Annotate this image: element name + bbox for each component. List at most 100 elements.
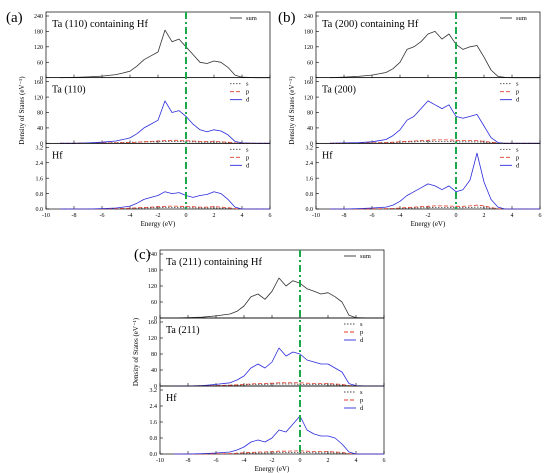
y-tick-label: 180 xyxy=(304,30,313,36)
x-tick-label: 0 xyxy=(455,213,458,219)
series-line-sum xyxy=(173,277,384,319)
legend-label: p xyxy=(246,154,249,161)
series-line-d xyxy=(60,191,270,210)
x-tick-label: 4 xyxy=(241,213,244,219)
panel-letter: (c) xyxy=(134,247,151,263)
y-tick-label: 160 xyxy=(304,80,313,86)
legend-label: sum xyxy=(360,253,371,260)
legend-label: s xyxy=(360,321,363,328)
x-tick-label: 2 xyxy=(213,213,216,219)
y-tick-label: 120 xyxy=(34,45,43,51)
x-tick-label: 4 xyxy=(511,213,514,219)
y-tick-label: 180 xyxy=(34,30,43,36)
y-tick-label: 0.8 xyxy=(150,436,158,442)
y-tick-label: 1.6 xyxy=(306,176,314,182)
x-tick-label: -2 xyxy=(270,458,275,464)
subplot-title: Ta (200) containing Hf xyxy=(322,19,419,30)
subplot-title: Hf xyxy=(322,150,333,161)
x-tick-label: -8 xyxy=(186,458,191,464)
legend-label: s xyxy=(246,146,249,153)
x-tick-label: -10 xyxy=(156,458,164,464)
y-tick-label: 0 xyxy=(154,384,157,390)
y-tick-label: 120 xyxy=(304,95,313,101)
x-tick-label: 6 xyxy=(383,458,386,464)
y-tick-label: 120 xyxy=(148,336,157,342)
x-tick-label: 4 xyxy=(355,458,358,464)
y-tick-label: 0.0 xyxy=(306,207,314,213)
y-tick-label: 240 xyxy=(34,14,43,20)
y-tick-label: 3.2 xyxy=(306,146,314,152)
series-line-d xyxy=(330,152,540,210)
legend-label: p xyxy=(360,397,363,404)
x-axis-label: Energy (eV) xyxy=(411,220,446,228)
y-tick-label: 240 xyxy=(304,14,313,20)
y-tick-label: 0 xyxy=(310,76,313,82)
y-tick-label: 2.4 xyxy=(306,161,314,167)
x-tick-label: -2 xyxy=(156,213,161,219)
y-tick-label: 2.4 xyxy=(150,404,158,410)
y-tick-label: 80 xyxy=(151,352,157,358)
legend-label: p xyxy=(516,154,519,161)
subplot-title: Ta (211) xyxy=(166,325,200,336)
subplot-title: Ta (211) containing Hf xyxy=(166,257,262,268)
legend-label: d xyxy=(360,337,364,344)
x-tick-label: -10 xyxy=(42,213,50,219)
x-tick-label: -4 xyxy=(128,213,133,219)
legend-label: p xyxy=(516,89,519,96)
y-tick-label: 40 xyxy=(151,368,157,374)
series-line-d xyxy=(174,347,384,387)
subplot-frame xyxy=(315,142,541,210)
x-tick-label: 6 xyxy=(269,213,272,219)
y-tick-label: 60 xyxy=(151,300,157,306)
y-tick-label: 0 xyxy=(40,142,43,148)
x-tick-label: -8 xyxy=(72,213,77,219)
y-tick-label: 160 xyxy=(148,320,157,326)
subplot-title: Hf xyxy=(52,150,63,161)
x-tick-label: -8 xyxy=(342,213,347,219)
x-axis-label: Energy (eV) xyxy=(255,465,290,473)
y-tick-label: 0 xyxy=(154,316,157,322)
y-tick-label: 180 xyxy=(148,268,157,274)
series-line-sum xyxy=(329,30,540,79)
x-tick-label: 0 xyxy=(185,213,188,219)
series-line-s xyxy=(174,451,384,455)
y-tick-label: 3.2 xyxy=(36,146,44,152)
y-tick-label: 160 xyxy=(34,80,43,86)
y-tick-label: 120 xyxy=(34,95,43,101)
series-line-p xyxy=(60,205,270,210)
y-tick-label: 1.6 xyxy=(150,420,158,426)
y-tick-label: 240 xyxy=(148,252,157,258)
x-tick-label: -6 xyxy=(370,213,375,219)
legend-label: d xyxy=(360,405,364,412)
series-line-s xyxy=(174,383,384,387)
series-line-d xyxy=(329,100,540,144)
series-line-p xyxy=(174,450,384,455)
x-tick-label: -4 xyxy=(398,213,403,219)
series-line-p xyxy=(174,382,384,387)
y-tick-label: 0.8 xyxy=(306,192,314,198)
subplot-frame xyxy=(159,385,385,455)
y-tick-label: 60 xyxy=(37,60,43,66)
x-tick-label: -6 xyxy=(214,458,219,464)
legend-label: d xyxy=(516,97,520,104)
legend-label: s xyxy=(360,389,363,396)
x-tick-label: -2 xyxy=(426,213,431,219)
y-tick-label: 0.8 xyxy=(36,192,44,198)
subplot-frame xyxy=(45,142,271,210)
y-tick-label: 120 xyxy=(148,284,157,290)
y-tick-label: 0.0 xyxy=(150,452,158,458)
series-line-d xyxy=(174,415,384,455)
series-line-p xyxy=(330,204,540,210)
y-tick-label: 60 xyxy=(307,60,313,66)
y-tick-label: 40 xyxy=(307,126,313,132)
y-tick-label: 0 xyxy=(310,142,313,148)
subplot-title: Ta (200) xyxy=(322,85,356,96)
y-tick-label: 80 xyxy=(37,111,43,117)
series-line-s xyxy=(60,207,270,210)
series-line-sum xyxy=(59,29,270,79)
y-tick-label: 3.2 xyxy=(150,388,158,394)
